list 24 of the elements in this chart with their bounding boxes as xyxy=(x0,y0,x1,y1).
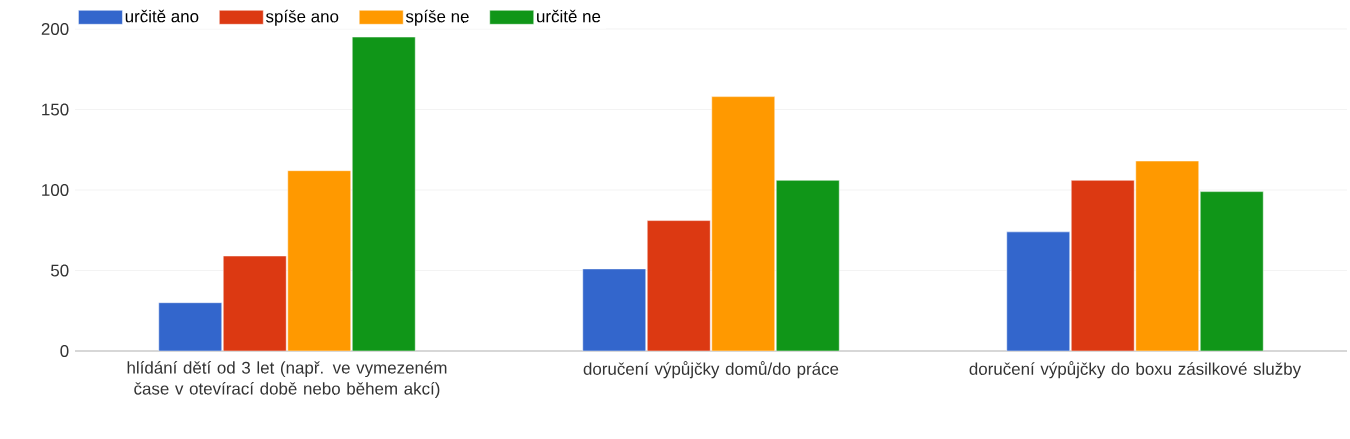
legend-label: určitě ne xyxy=(537,9,601,23)
bar xyxy=(582,268,646,351)
y-tick-label: 200 xyxy=(41,23,69,35)
y-tick-label: 0 xyxy=(60,345,69,357)
x-tick-label: hlídání dětí od 3 let (např. ve vymezeném čase v otevírací době nebo během akcí) xyxy=(127,361,447,398)
bar xyxy=(287,170,351,351)
legend-label: spíše ne xyxy=(405,9,469,26)
bar xyxy=(1071,180,1135,351)
y-tick-label: 100 xyxy=(42,184,69,196)
bar xyxy=(1006,231,1070,351)
y-tick-label: 50 xyxy=(50,264,69,277)
x-tick-label: doručení výpůjčky domů/do práce xyxy=(583,361,839,379)
bar xyxy=(223,255,287,351)
bar xyxy=(776,180,840,351)
bar xyxy=(1135,160,1199,351)
bar xyxy=(647,220,711,351)
legend-label: určitě ano xyxy=(125,9,199,23)
bar xyxy=(711,96,775,351)
legend-label: spíše ano xyxy=(266,9,339,26)
y-tick-label: 150 xyxy=(42,103,69,116)
bar xyxy=(1200,191,1264,351)
bar xyxy=(352,36,416,351)
x-tick-label: doručení výpůjčky do boxu zásilkové služby xyxy=(969,361,1302,379)
bar xyxy=(158,302,222,351)
